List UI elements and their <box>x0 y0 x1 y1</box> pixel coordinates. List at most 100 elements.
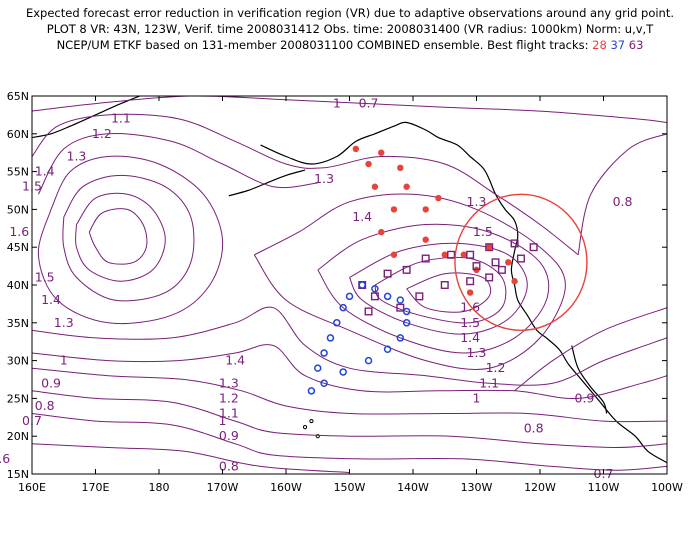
blue-track-point <box>396 334 405 342</box>
x-tick-label: 100W <box>651 481 683 494</box>
contour-label: 1.4 <box>41 292 61 307</box>
contour-label: 1 <box>219 413 227 428</box>
contour-label: 0.9 <box>219 428 239 443</box>
contour-label: 1.4 <box>35 164 55 179</box>
contour-line <box>75 192 166 282</box>
contour-label: 0.8 <box>524 421 544 436</box>
contour-line <box>32 96 667 123</box>
purple-track-point <box>447 250 456 259</box>
contour-line <box>32 113 579 256</box>
purple-track-point <box>364 307 373 316</box>
purple-track-point <box>485 243 494 252</box>
x-tick-label: 180 <box>149 481 170 494</box>
blue-track-point <box>320 379 328 388</box>
track-label-blue: 37 <box>610 38 626 52</box>
contour-line <box>62 174 195 302</box>
contour-line <box>37 133 318 195</box>
red-track-point <box>403 183 410 190</box>
contour-label: 1.3 <box>467 345 487 360</box>
red-track-point <box>486 244 493 251</box>
contour-label: 1.3 <box>67 148 87 163</box>
header-title-line3: NCEP/UM ETKF based on 131-member 2008031… <box>0 38 700 52</box>
axis-layer: 160E 170E 180 170W 160W 150W 140W 130W 120W 110W 1… <box>7 90 683 494</box>
y-tick-label: 55N <box>7 166 29 179</box>
red-track-point <box>422 206 429 213</box>
contour-label: 0.8 <box>613 194 633 209</box>
y-tick-label: 20N <box>7 430 29 443</box>
contour-line <box>406 272 492 313</box>
x-tick-label: 110W <box>588 481 620 494</box>
purple-track-point <box>421 254 430 263</box>
blue-track-point <box>307 387 316 395</box>
blue-track-point <box>364 356 373 365</box>
verification-region-layer <box>454 193 588 332</box>
contour-label: 1.2 <box>92 126 112 141</box>
coastline-segment <box>260 121 667 464</box>
red-track-point <box>378 228 385 236</box>
contour-line <box>374 256 507 324</box>
contour-label: 1.6 <box>9 224 29 239</box>
contour-label: 1.5 <box>35 269 55 284</box>
contour-label: 1.1 <box>219 406 239 421</box>
blue-track-point <box>326 334 335 342</box>
header-title-line2: PLOT 8 VR: 43N, 123W, Verif. time 200803… <box>46 22 654 36</box>
y-tick-label: 60N <box>7 128 29 141</box>
contour-line <box>32 390 667 449</box>
contour-label: 0.6 <box>0 451 10 466</box>
red-track-point <box>365 160 372 168</box>
track-label-purple: 63 <box>628 38 644 52</box>
contour-line <box>577 133 667 255</box>
purple-track-point <box>510 239 519 248</box>
contour-line <box>32 443 350 473</box>
x-tick-label: 160E <box>18 481 46 494</box>
purple-track-point <box>516 254 525 263</box>
red-track-point <box>511 278 518 285</box>
y-tick-label: 45N <box>7 241 29 254</box>
purple-track-point <box>370 292 379 301</box>
purple-track-point <box>529 243 538 252</box>
red-track-point <box>460 251 467 258</box>
y-tick-label: 35N <box>7 317 29 330</box>
contour-line <box>32 344 667 400</box>
purple-track-point <box>415 292 424 301</box>
contour-line <box>349 242 528 335</box>
blue-track-point <box>320 349 328 357</box>
red-track-point <box>441 251 448 258</box>
header-title-line1: Expected forecast error reduction in ver… <box>25 6 675 20</box>
blue-track-point <box>333 319 341 327</box>
blue-track-point <box>383 345 392 354</box>
purple-track-point <box>402 265 411 274</box>
contour-label: 0.7 <box>359 96 379 111</box>
red-track-point <box>466 289 474 296</box>
red-track-point <box>422 236 429 243</box>
purple-track-point <box>440 281 449 290</box>
blue-track-point <box>345 292 354 301</box>
blue-track-point <box>402 307 411 316</box>
x-tick-label: 160W <box>270 481 302 494</box>
contour-line <box>32 367 667 423</box>
contour-label: 1.5 <box>460 315 480 330</box>
red-track-point <box>371 183 379 190</box>
contour-label: 0.9 <box>575 390 595 405</box>
contour-line <box>88 208 148 265</box>
red-track-point <box>390 206 398 213</box>
red-track-point <box>435 194 442 202</box>
contour-label: 1.2 <box>486 360 506 375</box>
verification-region-circle <box>454 193 588 332</box>
coastline-segment <box>228 169 306 197</box>
contour-label: 1.4 <box>460 330 480 345</box>
contour-line <box>514 307 667 392</box>
blue-track-point <box>383 292 392 301</box>
plot-header: Expected forecast error reduction in ver… <box>0 0 700 72</box>
contour-label: 1 <box>333 96 341 111</box>
blue-track-point <box>314 364 322 372</box>
purple-track-point <box>466 277 475 286</box>
contour-label: 0.8 <box>219 458 239 473</box>
coastline-layer <box>32 96 667 464</box>
map-frame <box>31 95 668 475</box>
x-tick-label: 140W <box>397 481 429 494</box>
coastline-segment <box>571 345 608 414</box>
contour-label: 0.8 <box>35 398 55 413</box>
x-tick-label: 170W <box>207 481 239 494</box>
island-shape <box>302 425 308 430</box>
